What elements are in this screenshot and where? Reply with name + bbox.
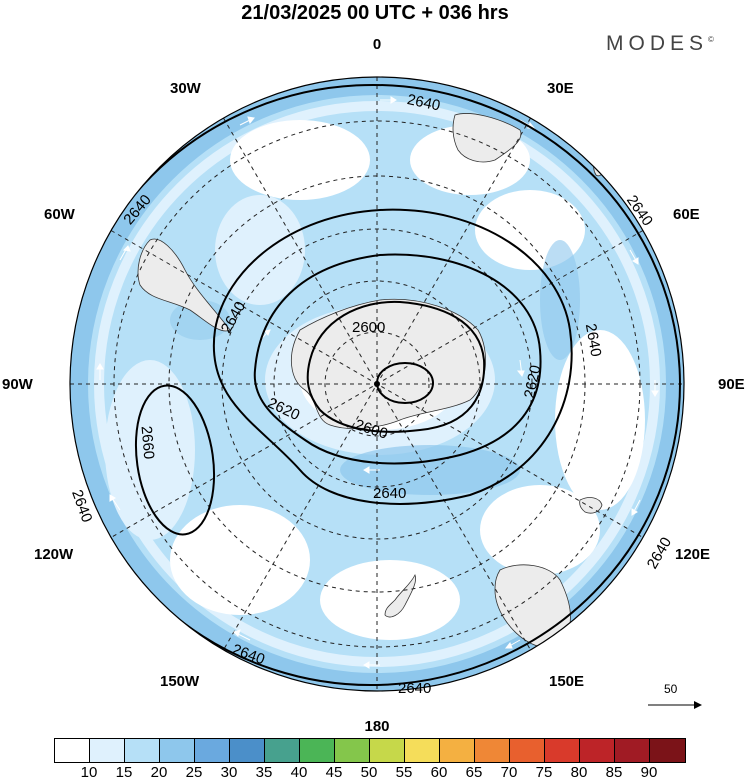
wind-arrow (109, 494, 121, 511)
colorbar-swatch (125, 739, 160, 762)
colorbar-label: 35 (255, 764, 273, 781)
colorbar-label: 25 (185, 764, 203, 781)
colorbar-label: 45 (325, 764, 343, 781)
wind-arrow (651, 380, 659, 397)
contour-label: 2640 (582, 322, 605, 358)
lon-label-150w: 150W (160, 673, 200, 690)
wind-arrow (119, 245, 131, 261)
wind-arrow (631, 499, 641, 516)
africa (452, 113, 522, 163)
wind-arrow (363, 466, 380, 474)
colorbar-label: 90 (640, 764, 658, 781)
wind-arrow (516, 359, 525, 377)
contour-2640-inner (212, 208, 573, 505)
wind-arrow (96, 363, 104, 380)
lon-label-90w: 90W (2, 376, 34, 393)
reference-vector-label: 50 (664, 682, 678, 696)
colorbar-swatch (55, 739, 90, 762)
contour-label: 2620 (521, 364, 545, 400)
colorbar-swatch (405, 739, 440, 762)
wind-arrow (363, 661, 380, 669)
lon-label-180: 180 (364, 718, 389, 735)
brand-logo: MODES© (606, 32, 714, 56)
colorbar-swatch (195, 739, 230, 762)
lon-label-60e: 60E (673, 206, 700, 223)
contour-2660 (134, 384, 216, 536)
colorbar-swatch (545, 739, 580, 762)
colorbar-label: 55 (395, 764, 413, 781)
wind-arrow (233, 629, 251, 641)
contour-2620 (253, 253, 542, 465)
wind-arrow (504, 639, 521, 649)
colorbar-swatch (615, 739, 650, 762)
lon-label-30w: 30W (170, 80, 202, 97)
brand-text: MODES (606, 32, 709, 55)
contour-label: 2660 (138, 425, 158, 460)
colorbar-swatch (370, 739, 405, 762)
contour-label: 2640 (373, 485, 406, 502)
colorbar-label: 30 (220, 764, 238, 781)
tasmania (579, 497, 603, 514)
lon-label-30e: 30E (547, 80, 574, 97)
map-border (69, 76, 685, 692)
lon-label-0: 0 (373, 36, 381, 53)
wind-arrow (239, 116, 255, 126)
colorbar-swatch (265, 739, 300, 762)
map-title: 21/03/2025 00 UTC + 036 hrs (241, 2, 509, 24)
reference-arrow (648, 701, 702, 709)
colorbar-swatch (335, 739, 370, 762)
colorbar-label: 80 (570, 764, 588, 781)
colorbar-label: 60 (430, 764, 448, 781)
brand-mark: © (708, 35, 714, 44)
lon-label-120e: 120E (675, 546, 710, 563)
south-pole-marker (374, 381, 380, 387)
colorbar-swatch (90, 739, 125, 762)
lon-label-60w: 60W (44, 206, 76, 223)
south-america (137, 238, 231, 332)
colorbar-label: 70 (500, 764, 518, 781)
colorbar-label: 40 (290, 764, 308, 781)
colorbar-label: 75 (535, 764, 553, 781)
colorbar-label: 10 (80, 764, 98, 781)
colorbar-label: 85 (605, 764, 623, 781)
colorbar-label: 50 (360, 764, 378, 781)
colorbar-swatch (580, 739, 615, 762)
lon-label-90e: 90E (718, 376, 745, 393)
lon-label-120w: 120W (34, 546, 74, 563)
colorbar (54, 738, 686, 763)
colorbar-label: 65 (465, 764, 483, 781)
colorbar-swatch (475, 739, 510, 762)
colorbar-label: 20 (150, 764, 168, 781)
colorbar-swatch (300, 739, 335, 762)
colorbar-swatch (440, 739, 475, 762)
colorbar-swatch (650, 739, 685, 762)
wind-arrow (380, 96, 397, 104)
new-zealand (384, 574, 417, 618)
colorbar-swatch (230, 739, 265, 762)
colorbar-label: 15 (115, 764, 133, 781)
longitude-labels: 0 180 90E 90W 30E 60E 30W 60W 120E 150E … (2, 36, 745, 735)
contour-label: 2640 (406, 91, 442, 115)
colorbar-swatch (160, 739, 195, 762)
wind-arrow (629, 249, 639, 265)
colorbar-swatch (510, 739, 545, 762)
contour-label: 2640 (644, 534, 675, 571)
contour-label: 2600 (352, 319, 385, 336)
lon-label-150e: 150E (549, 673, 584, 690)
contour-2600 (306, 300, 486, 433)
